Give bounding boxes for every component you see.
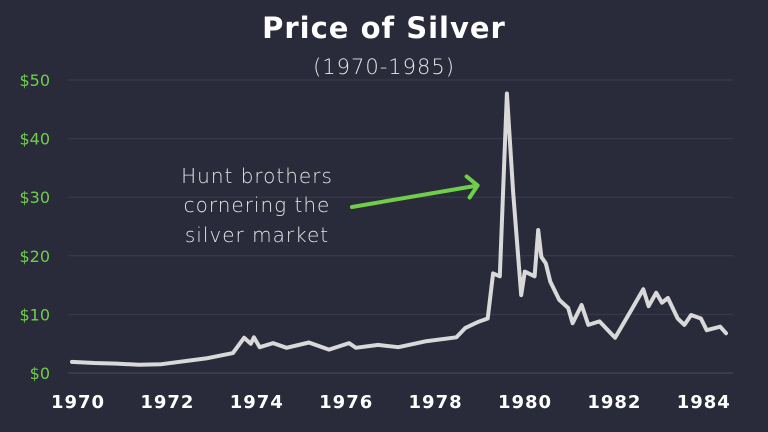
y-tick-label: $0 [30,364,50,383]
x-tick-label: 1974 [230,392,284,413]
annotation: Hunt brothers cornering the silver marke… [181,164,480,247]
annotation-line-1: Hunt brothers [181,164,333,188]
annotation-line-2: cornering the [184,193,331,217]
x-tick-label: 1972 [140,392,194,413]
y-tick-label: $20 [19,247,50,266]
x-tick-label: 1980 [498,392,552,413]
y-axis-ticks: $0 $10 $20 $30 $40 $50 [19,71,50,383]
chart-title: Price of Silver [262,11,506,45]
chart-subtitle: (1970-1985) [313,55,455,79]
x-tick-label: 1982 [587,392,641,413]
x-tick-label: 1970 [51,392,105,413]
x-axis-ticks: 1970 1972 1974 1976 1978 1980 1982 1984 [51,392,731,413]
x-tick-label: 1976 [319,392,373,413]
y-tick-label: $50 [19,71,50,90]
annotation-line-3: silver market [185,223,329,247]
x-tick-label: 1984 [677,392,731,413]
y-tick-label: $40 [19,130,50,149]
y-tick-label: $10 [19,305,50,324]
x-tick-label: 1978 [409,392,463,413]
silver-price-line [70,91,728,367]
annotation-arrow [350,174,480,209]
y-tick-label: $30 [19,188,50,207]
